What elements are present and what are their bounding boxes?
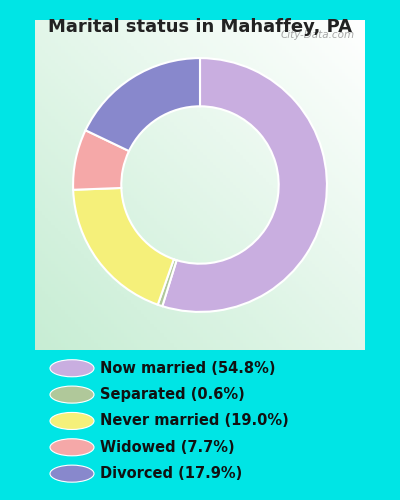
Circle shape: [50, 465, 94, 482]
Text: Separated (0.6%): Separated (0.6%): [100, 387, 245, 402]
Text: Marital status in Mahaffey, PA: Marital status in Mahaffey, PA: [48, 18, 352, 36]
Text: Never married (19.0%): Never married (19.0%): [100, 414, 289, 428]
Wedge shape: [158, 259, 177, 306]
Text: City-Data.com: City-Data.com: [281, 30, 355, 40]
Circle shape: [50, 412, 94, 430]
Wedge shape: [73, 188, 174, 304]
Wedge shape: [73, 130, 129, 190]
Text: Divorced (17.9%): Divorced (17.9%): [100, 466, 242, 481]
Circle shape: [50, 439, 94, 456]
Wedge shape: [86, 58, 200, 151]
Circle shape: [50, 386, 94, 403]
Text: Widowed (7.7%): Widowed (7.7%): [100, 440, 235, 455]
Text: Now married (54.8%): Now married (54.8%): [100, 361, 276, 376]
Wedge shape: [162, 58, 327, 312]
Circle shape: [50, 360, 94, 377]
